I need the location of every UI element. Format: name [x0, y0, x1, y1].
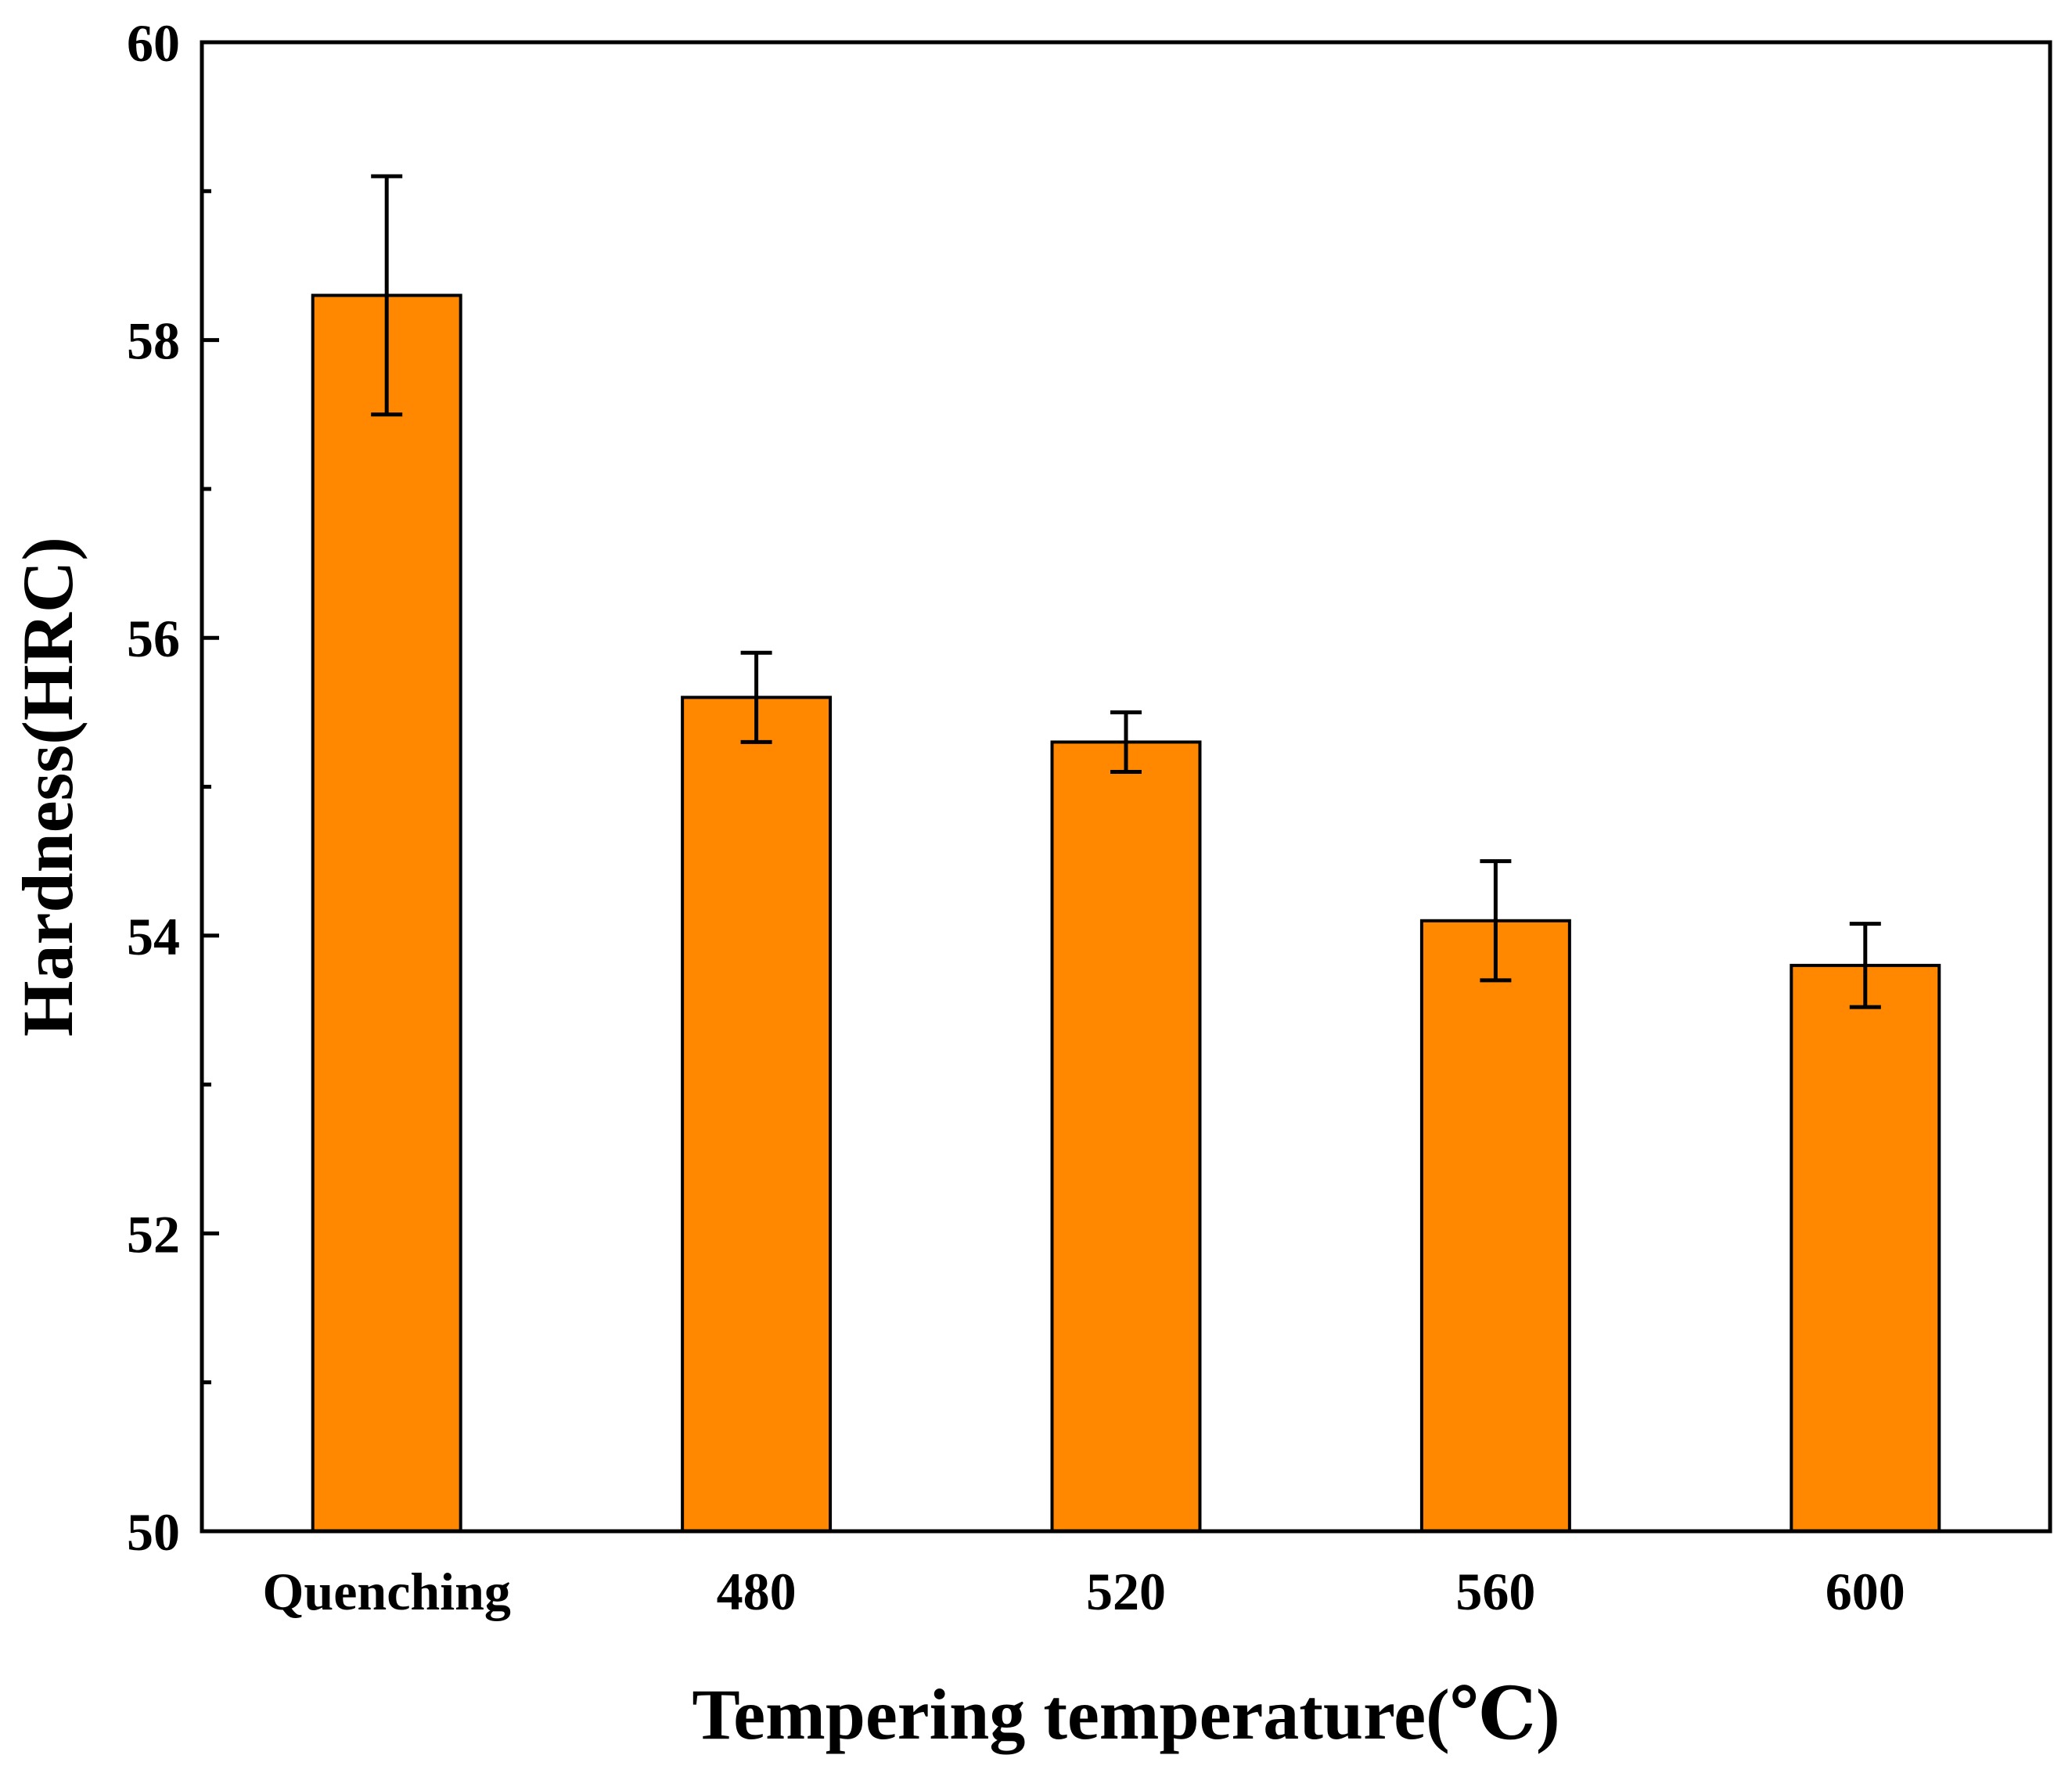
- y-tick-label: 56: [127, 609, 180, 668]
- y-tick-label: 60: [127, 13, 180, 73]
- error-bars-layer: [371, 174, 1881, 1009]
- x-tick-label: 560: [1455, 1562, 1535, 1621]
- bar-quenching: [311, 293, 462, 1533]
- y-tick-label: 52: [127, 1204, 180, 1264]
- bar-600: [1790, 963, 1941, 1533]
- x-tick-label: Quenching: [262, 1562, 510, 1621]
- y-tick-label: 50: [127, 1502, 180, 1562]
- y-axis-title: Hardness(HRC): [8, 537, 88, 1037]
- bar-520: [1050, 740, 1202, 1533]
- bar-560: [1419, 919, 1571, 1533]
- x-tick-label: 600: [1826, 1562, 1905, 1621]
- y-tick-label: 58: [127, 311, 180, 371]
- bar-480: [681, 696, 833, 1534]
- y-tick-label: 54: [127, 907, 180, 966]
- plot-area-frame: [200, 40, 2052, 1534]
- x-axis-title: Tempering temperature(℃): [692, 1674, 1559, 1754]
- x-tick-label: 520: [1086, 1562, 1166, 1621]
- ticks-layer: Quenching 480 520 560 600 50 52 54 56 58 60: [127, 13, 1905, 1621]
- x-tick-label: 480: [717, 1562, 797, 1621]
